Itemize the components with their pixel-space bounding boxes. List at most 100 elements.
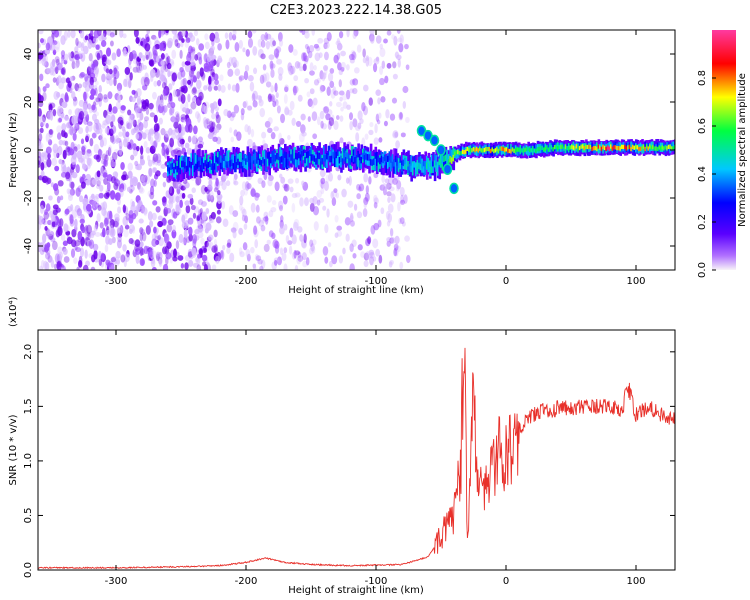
spectrogram-noise-cell [219,74,224,82]
spectrogram-noise-cell [324,256,329,264]
spectrogram-noise-cell [40,170,45,177]
spectrogram-noise-cell [210,68,215,76]
spectrogram-noise-cell [54,165,60,172]
spectrogram-noise-cell [85,113,90,123]
spectrogram-ridge-cell [485,147,488,152]
spectrogram-ridge-cell [433,160,437,167]
spectrogram-noise-cell [226,247,231,255]
spectrogram-noise-cell [388,261,393,268]
spectrogram-noise-cell [148,59,154,66]
spectrogram-noise-cell [60,77,67,84]
spectrogram-noise-cell [119,104,126,114]
spectrogram-noise-cell [340,50,346,57]
spectrogram-noise-cell [355,132,360,142]
spectrogram-noise-cell [291,193,298,199]
spectrogram-noise-cell [90,266,96,270]
spectrogram-noise-cell [304,31,310,39]
spectrogram-noise-cell [301,30,306,36]
spectrogram-ridge-cell [184,162,187,169]
spectrogram-noise-cell [370,224,376,235]
spectrogram-noise-cell [96,170,101,178]
spectrogram-noise-cell [143,76,150,87]
spectrogram-noise-cell [151,34,157,40]
spectrogram-noise-cell [127,78,132,89]
spectrogram-noise-cell [267,117,273,125]
spectrogram-noise-cell [180,116,185,123]
spectrogram-noise-cell [201,217,205,225]
spectrogram-noise-cell [171,115,176,123]
spectrogram-noise-cell [270,68,275,79]
spectrogram-noise-cell [44,48,51,55]
spectrogram-noise-cell [347,200,354,208]
spectrogram-noise-cell [341,188,347,198]
spectrogram-ridge-cell [404,157,407,165]
spectrogram-noise-cell [306,91,311,98]
spectrogram-noise-cell [140,41,144,46]
spectrogram-noise-cell [322,64,329,71]
spectrogram-noise-cell [38,132,43,142]
spectrogram-noise-cell [77,83,83,89]
spectrogram-noise-cell [105,114,112,125]
spectrogram-noise-cell [120,254,126,263]
spectrogram-noise-cell [209,194,215,203]
spectrogram-noise-cell [69,188,76,196]
spectrogram-noise-cell [74,46,79,53]
spectrogram-ridge-cell [430,166,434,174]
spectrogram-ridge-cell [592,146,596,151]
spectrogram-noise-cell [106,262,112,268]
spectrogram-noise-cell [302,52,307,62]
spectrogram-noise-cell [94,96,100,106]
spectrogram-noise-cell [138,52,143,59]
spectrogram-ridge-cell [422,166,426,173]
spectrogram-noise-cell [245,49,250,57]
snr-series-line [38,347,675,570]
spectrogram-ridge-cell [433,159,437,182]
spectrogram-noise-cell [262,64,267,71]
spectrogram-noise-cell [191,96,197,103]
spectrogram-noise-cell [262,143,269,150]
spectrogram-noise-cell [109,210,113,221]
spectrogram-ridge-cell [234,155,237,163]
spectrogram-noise-cell [276,105,281,114]
spectrogram-noise-cell [195,111,200,119]
spectrogram-noise-cell [160,163,166,169]
spectrogram-noise-cell [137,65,142,74]
spectrogram-ridge-cell [355,157,359,165]
spectrogram-ridge-cell [664,145,668,150]
spectrogram-ridge-cell [209,160,212,168]
spectrogram-noise-cell [49,111,54,121]
spectrogram-noise-cell [267,127,273,134]
spectrogram-noise-cell [64,94,70,103]
spectrogram-ridge-cell [663,146,666,151]
spectrogram-noise-cell [84,225,89,235]
spectrogram-noise-cell [270,85,274,93]
spectrogram-ridge-cell [255,157,259,164]
spectrogram-noise-cell [373,58,380,65]
spectrogram-noise-cell [213,238,218,248]
spectrogram-noise-cell [268,54,275,60]
spectrogram-noise-cell [215,111,220,119]
spectrogram-ridge-cell [294,153,298,168]
spectrogram-noise-cell [158,30,162,39]
spectrogram-noise-cell [108,77,113,87]
spectrogram-noise-cell [242,242,248,251]
spectrogram-noise-cell [211,113,216,120]
spectrogram-noise-cell [253,67,258,75]
spectrogram-noise-cell [255,204,260,213]
spectrogram-ridge-cell [299,154,303,161]
spectrogram-noise-cell [136,145,140,152]
spectrogram-noise-cell [74,122,80,131]
spectrogram-noise-cell [257,177,263,185]
spectrogram-noise-cell [285,234,290,244]
spectrogram-noise-cell [313,221,319,231]
spectrogram-noise-cell [368,251,375,259]
spectrogram-noise-cell [397,201,401,212]
spectrogram-ridge-cell [260,145,264,167]
spectrogram-ridge-cell [617,146,621,151]
spectrogram-noise-cell [264,72,270,82]
spectrogram-noise-cell [77,50,83,57]
spectrogram-noise-cell [287,240,293,246]
spectrogram-noise-cell [189,59,196,66]
spectrogram-noise-cell [187,217,194,225]
spectrogram-noise-cell [204,41,210,50]
